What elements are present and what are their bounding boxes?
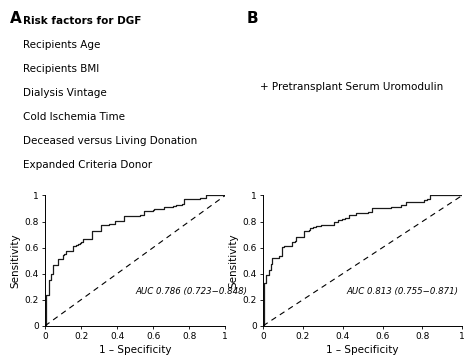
X-axis label: 1 – Specificity: 1 – Specificity <box>327 345 399 355</box>
Text: Cold Ischemia Time: Cold Ischemia Time <box>23 112 125 122</box>
Text: Risk factors for DGF: Risk factors for DGF <box>23 16 142 26</box>
Text: Deceased versus Living Donation: Deceased versus Living Donation <box>23 136 197 146</box>
Text: AUC 0.786 (0.723−0.848): AUC 0.786 (0.723−0.848) <box>135 287 247 296</box>
Text: Dialysis Vintage: Dialysis Vintage <box>23 88 107 98</box>
Y-axis label: Sensitivity: Sensitivity <box>228 233 238 288</box>
Y-axis label: Sensitivity: Sensitivity <box>10 233 20 288</box>
Text: Recipients Age: Recipients Age <box>23 40 100 50</box>
Text: Recipients BMI: Recipients BMI <box>23 64 100 74</box>
Text: Expanded Criteria Donor: Expanded Criteria Donor <box>23 160 152 170</box>
Text: + Pretransplant Serum Uromodulin: + Pretransplant Serum Uromodulin <box>260 82 443 92</box>
X-axis label: 1 – Specificity: 1 – Specificity <box>99 345 171 355</box>
Text: A: A <box>9 11 21 26</box>
Text: B: B <box>246 11 258 26</box>
Text: AUC 0.813 (0.755−0.871): AUC 0.813 (0.755−0.871) <box>346 287 459 296</box>
